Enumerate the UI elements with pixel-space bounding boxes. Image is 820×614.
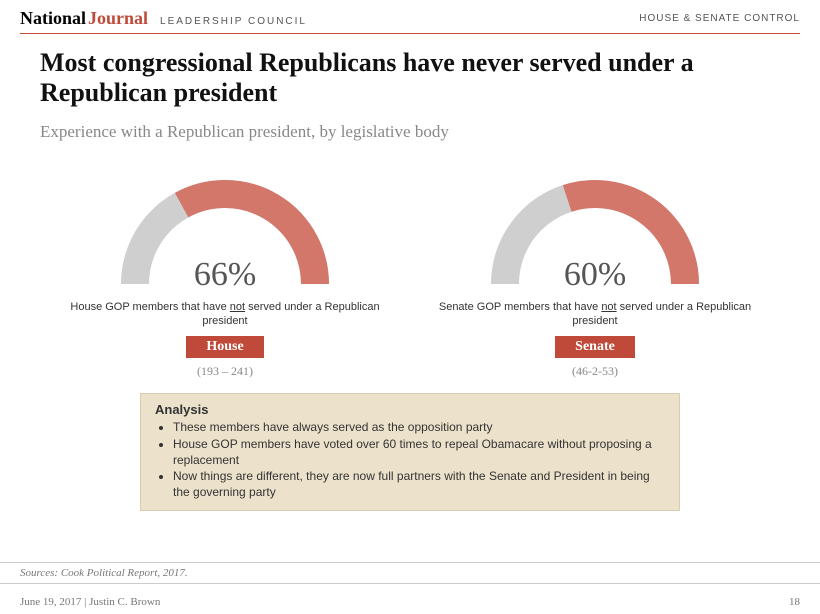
analysis-list: These members have always served as the … [155,419,665,500]
caption-underline: not [230,301,245,313]
chart-house: 66% House GOP members that have not serv… [65,156,385,380]
analysis-bullet: Now things are different, they are now f… [173,468,665,500]
charts-row: 66% House GOP members that have not serv… [0,156,820,380]
page-title: Most congressional Republicans have neve… [0,34,820,114]
chart-senate: 60% Senate GOP members that have not ser… [435,156,755,380]
badge-senate: Senate [555,336,635,358]
analysis-title: Analysis [155,402,665,417]
brand: NationalJournal LEADERSHIP COUNCIL [20,8,307,29]
gauge-house: 66% [95,156,355,296]
brand-sub: LEADERSHIP COUNCIL [160,16,307,27]
footer-left: June 19, 2017 | Justin C. Brown [20,596,160,608]
footer: June 19, 2017 | Justin C. Brown 18 [20,596,800,608]
footer-page: 18 [789,596,800,608]
percent-house: 66% [95,256,355,294]
caption-house: House GOP members that have not served u… [65,300,385,329]
sources-line: Sources: Cook Political Report, 2017. [0,562,820,584]
section-label: HOUSE & SENATE CONTROL [639,13,800,24]
page-subtitle: Experience with a Republican president, … [0,114,820,152]
analysis-bullet: House GOP members have voted over 60 tim… [173,436,665,468]
gauge-senate: 60% [465,156,725,296]
range-senate: (46-2-53) [435,364,755,379]
caption-underline: not [601,301,616,313]
caption-pre: Senate GOP members that have [439,301,601,313]
badge-house: House [186,336,263,358]
analysis-box: Analysis These members have always serve… [140,393,680,511]
percent-senate: 60% [465,256,725,294]
brand-national: National [20,8,86,29]
analysis-bullet: These members have always served as the … [173,419,665,435]
range-house: (193 – 241) [65,364,385,379]
caption-senate: Senate GOP members that have not served … [435,300,755,329]
caption-pre: House GOP members that have [70,301,229,313]
header-bar: NationalJournal LEADERSHIP COUNCIL HOUSE… [0,0,820,33]
brand-journal: Journal [88,8,148,29]
